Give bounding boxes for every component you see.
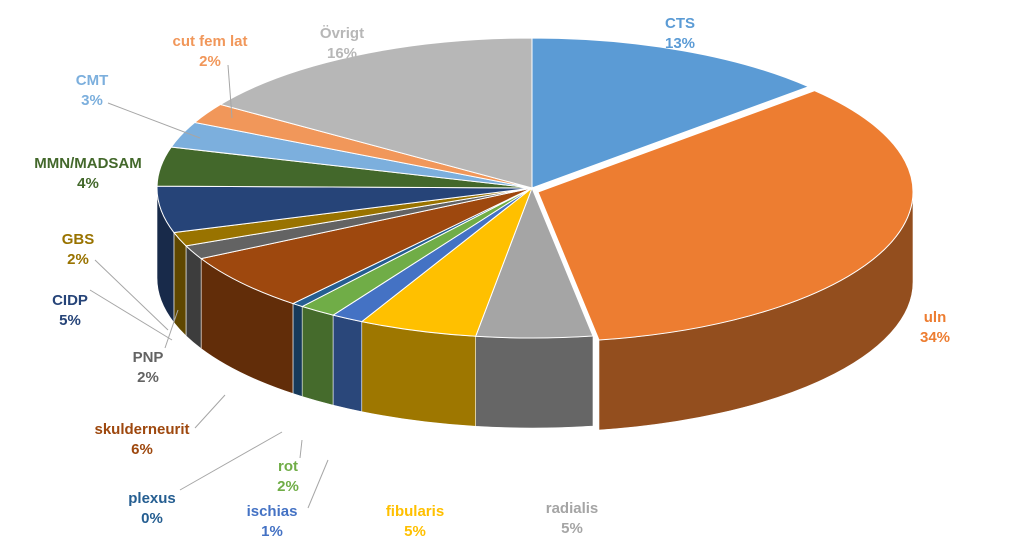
label-plexus: plexus [128,490,176,507]
slice-side-fibularis [361,321,476,427]
leader-line-plexus [179,431,283,491]
percent-uln: 34% [920,329,950,346]
slice-cts [531,37,810,189]
percent-gbs: 2% [67,251,89,268]
label-pnp: PNP [133,349,164,366]
label-radialis: radialis [546,500,599,517]
label-uln: uln [924,309,947,326]
percent-cmt: 3% [81,92,103,109]
percent-skulderneurit: 6% [131,441,153,458]
slice-side-plexus [292,303,303,397]
label-skulderneurit: skulderneurit [94,421,189,438]
percent-cts: 13% [665,35,695,52]
label-mmn-madsam: MMN/MADSAM [34,155,141,172]
label-cidp: CIDP [52,292,88,309]
leader-line-cidp [89,289,173,341]
label-gbs: GBS [62,231,95,248]
slice-side-radialis [475,335,594,429]
percent-cut-fem-lat: 2% [199,53,221,70]
label-ischias: ischias [247,503,298,520]
pie-sides [156,187,914,431]
slice-side-ischias [332,314,363,413]
percent-vrigt: 16% [327,45,357,62]
label-cut-fem-lat: cut fem lat [172,33,247,50]
label-cmt: CMT [76,72,109,89]
percent-cidp: 5% [59,312,81,329]
label-vrigt: Övrigt [320,25,364,42]
label-cts: CTS [665,15,695,32]
slice-skulderneurit [199,187,533,305]
percent-pnp: 2% [137,369,159,386]
leader-line-pnp [164,309,179,349]
pie-tops [156,37,914,341]
leader-line-cmt [107,102,201,139]
percent-plexus: 0% [141,510,163,527]
slice-vrigt [219,37,533,189]
slice-side-pnp [185,245,202,350]
leader-line-gbs [94,259,169,331]
leader-line-ischias [307,459,329,509]
percent-ischias: 1% [261,523,283,540]
label-fibularis: fibularis [386,503,444,520]
slice-labels: CTS 13% uln 34% radialis 5% fibularis 5% ischias… [34,15,950,540]
label-rot: rot [278,458,298,475]
slice-uln [537,90,914,341]
percent-radialis: 5% [561,520,583,537]
leader-lines [89,64,329,509]
percent-rot: 2% [277,478,299,495]
leader-line-skulderneurit [194,394,226,429]
slice-side-rot [301,306,334,406]
percent-fibularis: 5% [404,523,426,540]
leader-line-rot [299,439,303,459]
percent-mmn-madsam: 4% [77,175,99,192]
leader-line-cut-fem-lat [227,64,233,119]
slice-side-gbs [173,231,187,337]
